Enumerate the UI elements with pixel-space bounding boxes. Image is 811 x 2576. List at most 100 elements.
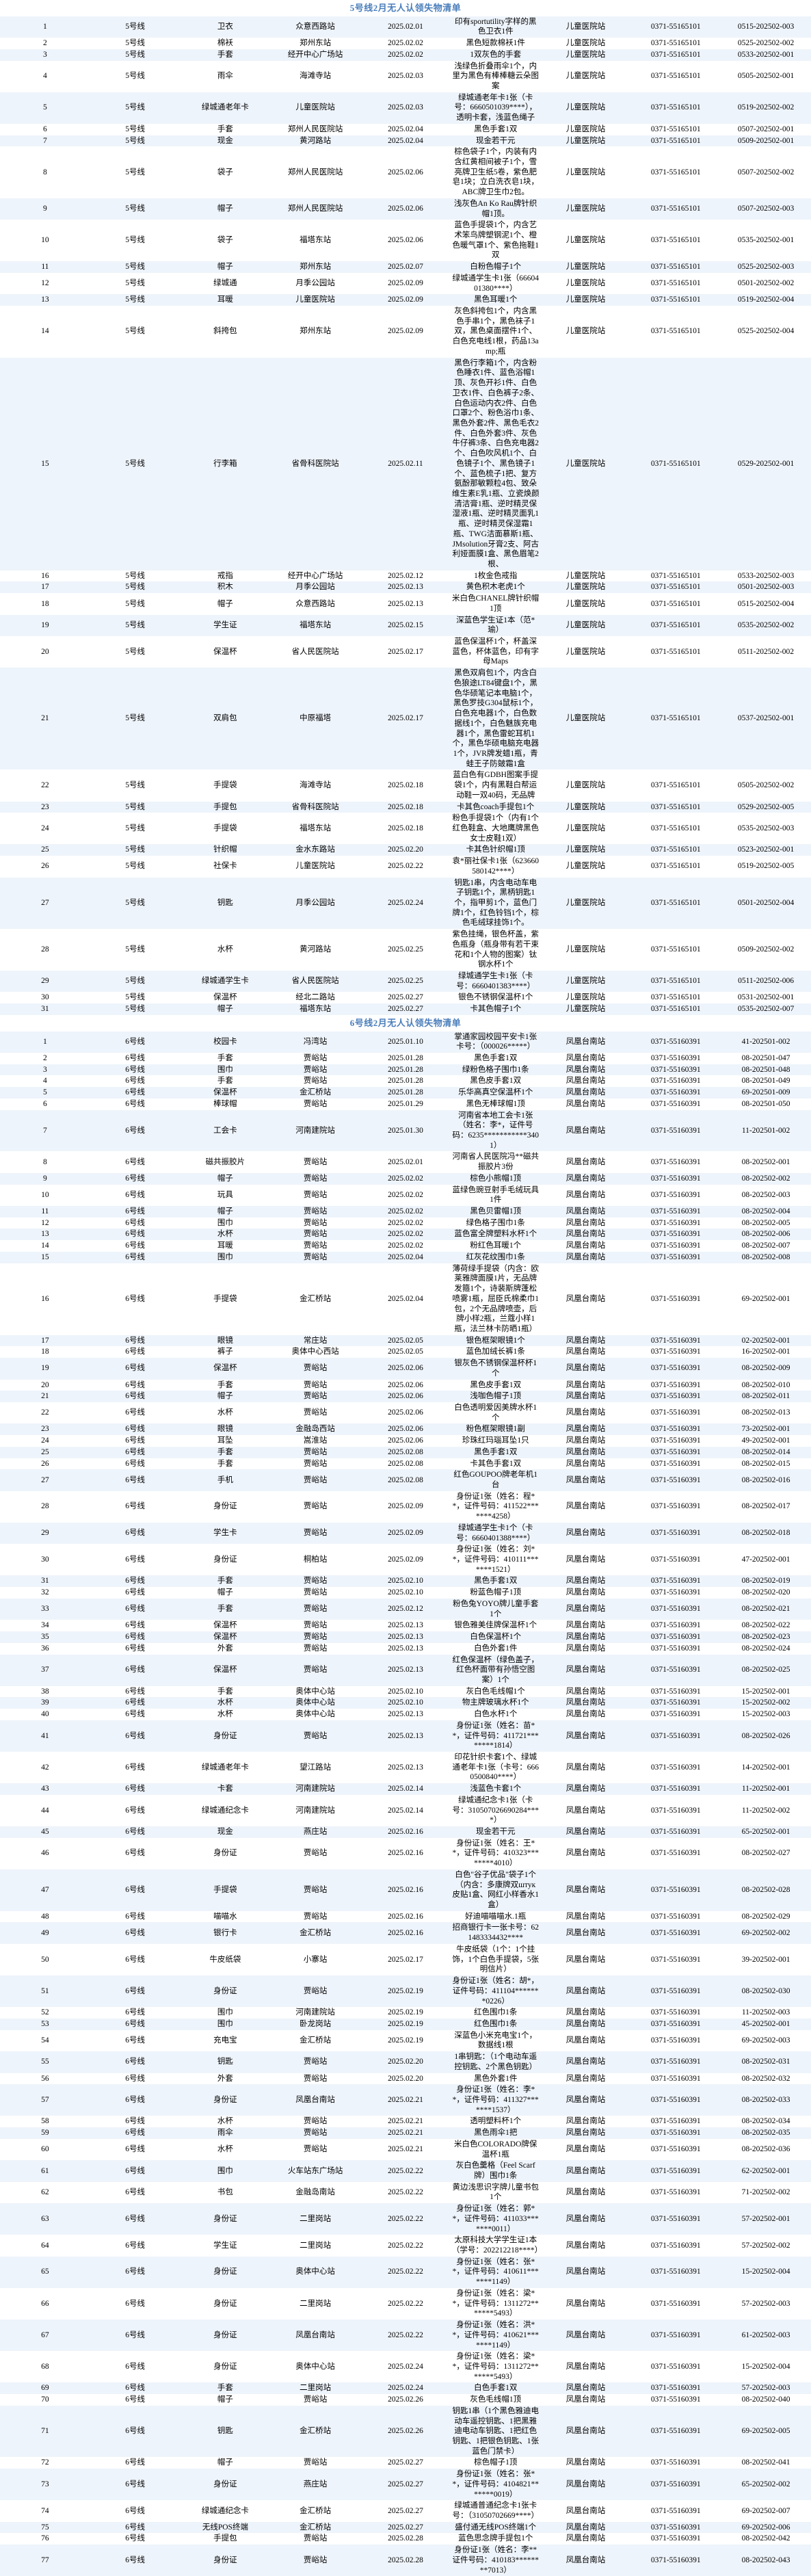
table-row[interactable]: 9 5号线 帽子 郑州人民医院站 2025.02.06 浅灰色An Ko Rau牌针织帽1…: [0, 198, 811, 220]
table-row[interactable]: 14 6号线 耳暖 贾峪站 2025.02.02 粉红色耳暖1个 凤凰台南站 0371-551…: [0, 1240, 811, 1252]
table-row[interactable]: 26 5号线 社保卡 儿童医院站 2025.02.22 袁*丽社保卡1张（62366058…: [0, 856, 811, 878]
table-row[interactable]: 23 6号线 眼镜 金融岛西站 2025.02.06 粉色框架眼镜1副 凤凰台南站 0371-…: [0, 1423, 811, 1436]
table-row[interactable]: 67 6号线 身份证 凤凰台南站 2025.02.22 身份证1张（姓名：洪**，证件号码…: [0, 2319, 811, 2352]
table-row[interactable]: 76 6号线 手提包 贾峪站 2025.02.28 蓝色思念牌手提包1个 凤凰台南站 0371…: [0, 2533, 811, 2545]
table-row[interactable]: 16 5号线 戒指 经开中心广场站 2025.02.12 1枚金色戒指 儿童医院站 0371-…: [0, 570, 811, 582]
table-row[interactable]: 4 6号线 手套 贾峪站 2025.01.28 黑色皮手套1双 凤凰台南站 0371-5516…: [0, 1075, 811, 1088]
table-row[interactable]: 17 6号线 眼镜 常庄站 2025.02.05 银色框架眼镜1个 凤凰台南站 0371-55…: [0, 1335, 811, 1347]
table-row[interactable]: 77 6号线 身份证 贾峪站 2025.02.28 身份证1张（姓名：李** 证件号码：4…: [0, 2545, 811, 2576]
table-row[interactable]: 18 5号线 帽子 众意西路站 2025.02.13 米白色CHANEL牌针织帽1顶 儿童医…: [0, 593, 811, 615]
table-row[interactable]: 22 6号线 水杯 贾峪站 2025.02.06 白色透明爱因美牌水杯1个 凤凰台南站 037…: [0, 1402, 811, 1424]
table-row[interactable]: 36 6号线 外套 贾峪站 2025.02.13 白色外套1件 凤凰台南站 0371-5516…: [0, 1642, 811, 1655]
table-row[interactable]: 10 6号线 玩具 贾峪站 2025.02.02 蓝绿色豌豆射手毛绒玩具1件 凤凰台南站 03…: [0, 1184, 811, 1207]
table-row[interactable]: 15 6号线 围巾 贾峪站 2025.02.04 红灰花纹围巾1条 凤凰台南站 0371-55…: [0, 1251, 811, 1263]
table-row[interactable]: 12 6号线 围巾 贾峪站 2025.02.02 绿色格子围巾1条 凤凰台南站 0371-55…: [0, 1217, 811, 1229]
table-row[interactable]: 2 6号线 手套 贾峪站 2025.01.28 黑色手套1双 凤凰台南站 0371-55160…: [0, 1052, 811, 1064]
table-row[interactable]: 64 6号线 学生证 二里岗站 2025.02.22 太原科技大学学生证1本（学号：202…: [0, 2235, 811, 2257]
table-row[interactable]: 24 5号线 手提袋 福塔东站 2025.02.18 粉色手提袋1个（内有1个红色鞋盒、大…: [0, 813, 811, 845]
table-row[interactable]: 53 6号线 围巾 卧龙岗站 2025.02.19 红色围巾1条 凤凰台南站 0371-551…: [0, 2018, 811, 2030]
table-row[interactable]: 38 6号线 手套 奥体中心站 2025.02.10 灰白色毛线帽1个 凤凰台南站 0371-…: [0, 1685, 811, 1698]
table-row[interactable]: 11 6号线 帽子 贾峪站 2025.02.02 黑色贝雷帽1顶 凤凰台南站 0371-551…: [0, 1206, 811, 1218]
table-row[interactable]: 60 6号线 水杯 贾峪站 2025.02.21 米白色COLORADO牌保温杯1瓶 凤凰台…: [0, 2138, 811, 2161]
table-row[interactable]: 21 6号线 帽子 贾峪站 2025.02.06 浅咖色帽子1顶 凤凰台南站 0371-551…: [0, 1391, 811, 1402]
table-row[interactable]: 30 5号线 保温杯 经北二路站 2025.02.27 银色不锈钢保温杯1个 儿童医院站 03…: [0, 992, 811, 1004]
table-row[interactable]: 59 6号线 雨伞 贾峪站 2025.02.21 黑色雨伞1把 凤凰台南站 0371-5516…: [0, 2127, 811, 2139]
table-row[interactable]: 12 5号线 绿城通 月季公园站 2025.02.09 绿城通学生卡1张（66604013…: [0, 272, 811, 295]
table-row[interactable]: 65 6号线 身份证 奥体中心站 2025.02.22 身份证1张（姓名：张**，证件号码…: [0, 2256, 811, 2288]
table-row[interactable]: 57 6号线 身份证 凤凰台南站 2025.02.21 身份证1张（姓名：李**，证件号码…: [0, 2084, 811, 2116]
table-row[interactable]: 26 6号线 手套 贾峪站 2025.02.08 卡其色手套1双 凤凰台南站 0371-551…: [0, 1458, 811, 1470]
table-row[interactable]: 28 6号线 身份证 贾峪站 2025.02.09 身份证1张（姓名：程**，证件号码：4…: [0, 1490, 811, 1523]
table-row[interactable]: 22 5号线 手提袋 海滩寺站 2025.02.18 蓝白色有GDBH图案手提袋1个，内有…: [0, 770, 811, 802]
table-row[interactable]: 41 6号线 身份证 贾峪站 2025.02.13 身份证1张（姓名：苗**，证件号码：4…: [0, 1720, 811, 1752]
table-row[interactable]: 3 5号线 手套 经开中心广场站 2025.02.02 1双灰色的手套 儿童医院站 0371-…: [0, 49, 811, 61]
table-row[interactable]: 48 6号线 喵喵水 贾峪站 2025.02.16 好迪喵喵喵水.1瓶 凤凰台南站 0371-…: [0, 1910, 811, 1923]
table-row[interactable]: 24 6号线 耳坠 嵩淮站 2025.02.06 珍珠红玛瑙耳坠1只 凤凰台南站 0371-5…: [0, 1435, 811, 1447]
table-row[interactable]: 18 6号线 裤子 奥体中心西站 2025.02.05 蓝色加绒长裤1条 凤凰台南站 0371…: [0, 1346, 811, 1358]
table-row[interactable]: 7 5号线 现金 黄河路站 2025.02.04 现金若干元 儿童医院站 0371-55165…: [0, 135, 811, 147]
table-row[interactable]: 75 6号线 无线POS终端 金汇桥站 2025.02.27 盛付通无线POS终端1个 凤凰…: [0, 2521, 811, 2534]
table-row[interactable]: 8 5号线 袋子 郑州人民医院站 2025.02.06 棕色袋子1个，内装有内含红黄相间被…: [0, 146, 811, 198]
table-row[interactable]: 1 5号线 卫衣 众意西路站 2025.02.01 印有sportutility字样的黑色…: [0, 16, 811, 38]
table-row[interactable]: 52 6号线 围巾 河南建院站 2025.02.19 红色围巾1条 凤凰台南站 0371-55…: [0, 2007, 811, 2019]
table-row[interactable]: 68 6号线 身份证 奥体中心站 2025.02.24 身份证1张（姓名：梁**，证件号码…: [0, 2351, 811, 2383]
table-row[interactable]: 17 5号线 积木 月季公园站 2025.02.13 黄色积木老虎1个 儿童医院站 0371-…: [0, 581, 811, 594]
table-row[interactable]: 42 6号线 绿城通老年卡 望江路站 2025.02.13 印花针织卡套1个、绿城通老年卡…: [0, 1751, 811, 1784]
table-row[interactable]: 5 6号线 保温杯 金汇桥站 2025.01.28 乐华高真空保温杯1个 凤凰台南站 0371…: [0, 1087, 811, 1099]
table-row[interactable]: 33 6号线 手套 贾峪站 2025.02.12 粉色兔YOYO牌儿童手套1个 凤凰台南站 0…: [0, 1598, 811, 1620]
table-row[interactable]: 45 6号线 现金 燕庄站 2025.02.16 现金若干元 凤凰台南站 0371-55160…: [0, 1826, 811, 1838]
table-row[interactable]: 32 6号线 帽子 贾峪站 2025.02.10 粉蓝色帽子1顶 凤凰台南站 0371-551…: [0, 1587, 811, 1599]
table-row[interactable]: 27 5号线 钥匙 月季公园站 2025.02.24 钥匙1串，内含电动车电子钥匙1个，黑…: [0, 877, 811, 930]
table-row[interactable]: 19 5号线 学生证 福塔东站 2025.02.15 深蓝色学生证1本（范*瑜） 儿童医院站…: [0, 614, 811, 637]
table-row[interactable]: 11 5号线 帽子 郑州东站 2025.02.07 白粉色帽子1个 儿童医院站 0371-55…: [0, 261, 811, 273]
table-row[interactable]: 2 5号线 棉袄 郑州东站 2025.02.02 黑色短款棉袄1件 儿童医院站 0371-55…: [0, 38, 811, 49]
table-row[interactable]: 43 6号线 卡套 河南建院站 2025.02.14 浅蓝色卡套1个 凤凰台南站 0371-5…: [0, 1783, 811, 1795]
table-row[interactable]: 47 6号线 手提袋 贾峪站 2025.02.16 白色"谷子优品"袋子1个（内含：多康牌…: [0, 1869, 811, 1911]
table-row[interactable]: 58 6号线 水杯 贾峪站 2025.02.21 透明塑料杯1个 凤凰台南站 0371-551…: [0, 2116, 811, 2128]
table-row[interactable]: 8 6号线 磁共振胶片 贾峪站 2025.02.01 河南省人民医院冯**磁共振胶片3份凤…: [0, 1151, 811, 1173]
table-row[interactable]: 20 5号线 保温杯 省人民医院站 2025.02.17 蓝色保温杯1个，杯盖深蓝色，杯体…: [0, 636, 811, 668]
table-row[interactable]: 28 5号线 水杯 黄河路站 2025.02.25 紫色挂绳，银色杯盖，紫色瓶身（瓶身带有…: [0, 929, 811, 971]
table-row[interactable]: 20 6号线 手套 贾峪站 2025.02.06 黑色皮手套1双 凤凰台南站 0371-551…: [0, 1379, 811, 1391]
table-row[interactable]: 63 6号线 身份证 二里岗站 2025.02.22 身份证1张（姓名：郭**，证件号码：…: [0, 2203, 811, 2235]
table-row[interactable]: 15 5号线 行李箱 省骨科医院站 2025.02.11 黑色行李箱1个，内含粉色睡衣1件…: [0, 357, 811, 570]
table-row[interactable]: 27 6号线 手机 贾峪站 2025.02.08 红色GOUPOO牌老年机1台 凤凰台南站 0…: [0, 1469, 811, 1491]
table-row[interactable]: 37 6号线 保温杯 贾峪站 2025.02.13 红色保温杯（绿色盖子，红色杯面带有孙悟…: [0, 1654, 811, 1686]
table-row[interactable]: 9 6号线 帽子 贾峪站 2025.02.02 棕色小熊帽1顶 凤凰台南站 0371-5516…: [0, 1172, 811, 1185]
table-row[interactable]: 49 6号线 银行卡 金汇桥站 2025.02.16 招商银行卡一张卡号：62148333…: [0, 1922, 811, 1944]
table-row[interactable]: 39 6号线 水杯 奥体中心站 2025.02.10 物主牌玻璃水杯1个 凤凰台南站 0371…: [0, 1697, 811, 1709]
table-row[interactable]: 70 6号线 帽子 贾峪站 2025.02.26 灰色毛线帽1顶 凤凰台南站 0371-551…: [0, 2394, 811, 2406]
table-row[interactable]: 5 5号线 绿城通老年卡 儿童医院站 2025.02.03 绿城通老年卡1张（卡号：666…: [0, 92, 811, 124]
table-row[interactable]: 71 6号线 钥匙 金汇桥站 2025.02.26 钥匙1串（1个黑色雅迪电动车遥控钥匙、…: [0, 2405, 811, 2458]
table-row[interactable]: 61 6号线 围巾 火车站东广场站 2025.02.22 灰白色羹格（Feel Scarf…: [0, 2160, 811, 2182]
table-row[interactable]: 25 6号线 手套 贾峪站 2025.02.08 黑色手套1双 凤凰台南站 0371-5516…: [0, 1446, 811, 1458]
table-row[interactable]: 6 6号线 棒球帽 贾峪站 2025.01.29 黑色无棒球帽1顶 凤凰台南站 0371-55…: [0, 1098, 811, 1110]
table-row[interactable]: 30 6号线 身份证 桐柏站 2025.02.09 身份证1张（姓名：刘**，证件号码：4…: [0, 1544, 811, 1576]
table-row[interactable]: 35 6号线 保温杯 贾峪站 2025.02.13 白色保温杯1个 凤凰台南站 0371-55…: [0, 1631, 811, 1643]
table-row[interactable]: 31 5号线 帽子 福塔东站 2025.02.27 卡其色帽子1个 儿童医院站 0371-55…: [0, 1003, 811, 1015]
table-row[interactable]: 62 6号线 书包 金融岛南站 2025.02.22 黄边浅思识字牌儿童书包1个 凤凰台南站…: [0, 2181, 811, 2204]
table-row[interactable]: 69 6号线 手套 二里岗站 2025.02.24 白色手套1双 凤凰台南站 0371-551…: [0, 2382, 811, 2395]
table-row[interactable]: 29 6号线 学生卡 贾峪站 2025.02.09 绿城通学生卡1个（卡号：6660401…: [0, 1522, 811, 1545]
table-row[interactable]: 51 6号线 身份证 贾峪站 2025.02.19 身份证1张（姓名：胡*，证件号码：41…: [0, 1975, 811, 2008]
table-row[interactable]: 29 5号线 绿城通学生卡 省人民医院站 2025.02.25 绿城通学生卡1张（卡号：6…: [0, 971, 811, 993]
table-row[interactable]: 54 6号线 充电宝 金汇桥站 2025.02.19 深蓝色小米充电宝1个，数据线1根 凤凰…: [0, 2029, 811, 2052]
table-row[interactable]: 1 6号线 校园卡 冯湾站 2025.01.10 掌通家园校园平安卡1张卡号：（00002…: [0, 1031, 811, 1053]
table-row[interactable]: 13 6号线 水杯 贾峪站 2025.02.02 蓝色富全牌塑料水杯1个 凤凰台南站 0371…: [0, 1228, 811, 1241]
table-row[interactable]: 34 6号线 保温杯 贾峪站 2025.02.13 银色雅美佳牌保温杯1个 凤凰台南站 037…: [0, 1620, 811, 1632]
table-row[interactable]: 66 6号线 身份证 二里岗站 2025.02.22 身份证1张（姓名：梁**，证件号码：…: [0, 2287, 811, 2320]
table-row[interactable]: 55 6号线 钥匙 贾峪站 2025.02.20 1串钥匙：（1个电动车遥控钥匙、2个黑色…: [0, 2051, 811, 2073]
table-row[interactable]: 7 6号线 工会卡 河南建院站 2025.01.30 河南省本地工会卡1张（姓名：李*，证…: [0, 1109, 811, 1152]
table-row[interactable]: 46 6号线 身份证 贾峪站 2025.02.16 身份证1张（姓名：王**，证件号码：4…: [0, 1837, 811, 1869]
table-row[interactable]: 56 6号线 外套 贾峪站 2025.02.20 黑色外套1件 凤凰台南站 0371-5516…: [0, 2073, 811, 2085]
table-row[interactable]: 4 5号线 雨伞 海滩寺站 2025.02.03 浅绿色折叠雨伞1个，内里为黑色有棒棒糖云…: [0, 60, 811, 92]
table-row[interactable]: 19 6号线 保温杯 贾峪站 2025.02.06 银灰色不锈钢保温杯杯1个 凤凰台南站 03…: [0, 1358, 811, 1380]
table-row[interactable]: 74 6号线 绿城通纪念卡 金汇桥站 2025.02.27 绿城通普通纪念卡1张卡号：（3…: [0, 2500, 811, 2522]
table-row[interactable]: 21 5号线 双肩包 中原福塔 2025.02.17 黑色双肩包1个，内含白色狼途LT84…: [0, 668, 811, 770]
table-row[interactable]: 44 6号线 绿城通纪念卡 河南建院站 2025.02.14 绿城通纪念卡1张（卡号：31…: [0, 1794, 811, 1826]
table-row[interactable]: 50 6号线 牛皮纸袋 小寨站 2025.02.17 牛皮纸袋（1个：1个挂饰，1个白色手…: [0, 1943, 811, 1976]
table-row[interactable]: 23 5号线 手提包 省骨科医院站 2025.02.18 卡其色coach手提包1个 儿童医…: [0, 801, 811, 813]
table-row[interactable]: 25 5号线 针织帽 金水东路站 2025.02.20 卡其色针织帽1顶 儿童医院站 0371…: [0, 844, 811, 856]
table-row[interactable]: 3 6号线 围巾 贾峪站 2025.01.28 绿粉色格子围巾1条 凤凰台南站 0371-55…: [0, 1064, 811, 1076]
table-row[interactable]: 16 6号线 手提袋 金汇桥站 2025.02.04 薄荷绿手提袋（内含：欧莱雅牌面膜1片…: [0, 1263, 811, 1335]
